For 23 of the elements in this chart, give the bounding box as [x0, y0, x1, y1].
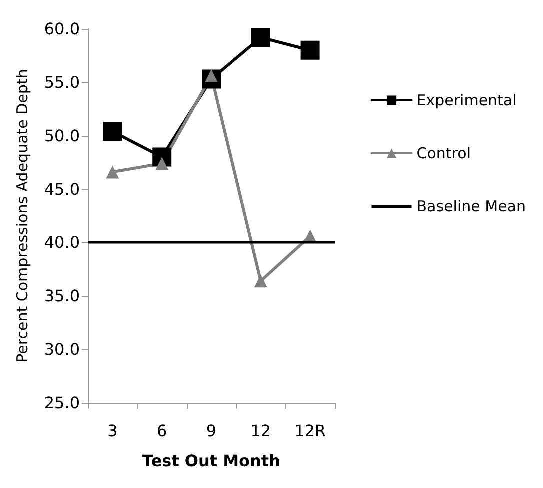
- legend-label: Control: [416, 144, 471, 162]
- x-axis-title: Test Out Month: [142, 452, 280, 470]
- y-tick-label: 45.0: [44, 180, 80, 199]
- point: [106, 166, 120, 179]
- y-tick-label: 60.0: [44, 20, 80, 38]
- y-tick-label: 30.0: [44, 340, 80, 360]
- y-tick-label: 25.0: [44, 394, 80, 412]
- y-tick-label: 35.0: [44, 286, 80, 306]
- x-tick-label: 12: [250, 422, 272, 440]
- point: [254, 274, 268, 288]
- legend-label: Experimental: [416, 92, 517, 110]
- y-tick-label: 50.0: [44, 126, 80, 146]
- y-axis-title: Percent Compressions Adequate Depth: [14, 69, 32, 363]
- point: [103, 122, 122, 142]
- point: [251, 28, 270, 48]
- x-tick-label: 12R: [294, 422, 326, 440]
- y-tick-label: 55.0: [44, 72, 80, 92]
- y-tick-label: 40.0: [44, 233, 80, 252]
- x-tick-label: 6: [157, 422, 168, 440]
- legend-label: Baseline Mean: [416, 198, 526, 216]
- x-tick-label: 3: [108, 422, 118, 440]
- x-tick-label: 9: [206, 422, 217, 440]
- point: [300, 40, 320, 60]
